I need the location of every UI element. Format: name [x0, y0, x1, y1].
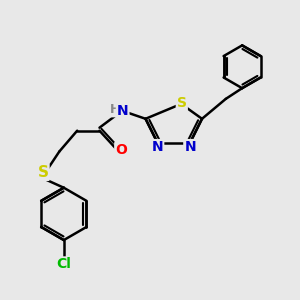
Text: N: N: [117, 104, 128, 118]
Text: Cl: Cl: [56, 257, 71, 272]
Text: S: S: [177, 96, 187, 110]
Text: H: H: [110, 103, 120, 116]
Text: O: O: [115, 143, 127, 157]
Text: N: N: [152, 140, 163, 154]
Text: S: S: [38, 165, 49, 180]
Text: N: N: [184, 140, 196, 154]
